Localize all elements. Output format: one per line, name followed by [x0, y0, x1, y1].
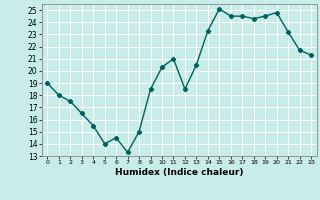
X-axis label: Humidex (Indice chaleur): Humidex (Indice chaleur): [115, 168, 244, 177]
